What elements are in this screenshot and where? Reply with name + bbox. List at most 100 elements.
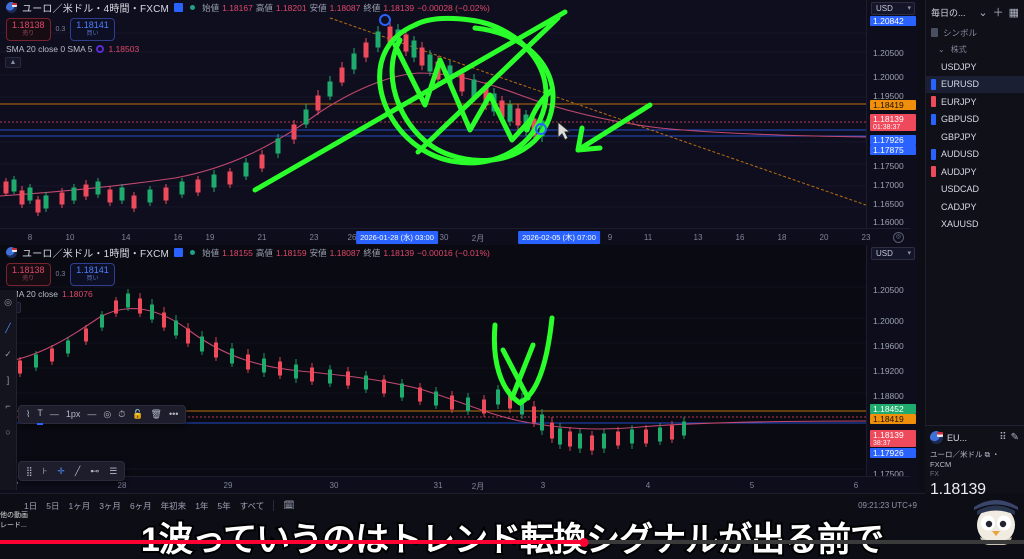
collapse-pane-button[interactable]: ▲	[5, 57, 21, 68]
range-1m[interactable]: 1ヶ月	[68, 500, 91, 511]
chevron-down-icon[interactable]: ⌄	[978, 6, 988, 19]
ruler-icon[interactable]: ⌐	[5, 401, 11, 411]
video-progress-fill	[0, 540, 584, 544]
range-5y[interactable]: 5年	[217, 500, 231, 511]
text-icon[interactable]: T	[37, 404, 43, 425]
watchlist-row-audusd[interactable]: AUDUSD	[926, 146, 1024, 164]
range-3m[interactable]: 3ヶ月	[99, 500, 121, 511]
drawing-style-toolbar[interactable]: ⌇ T — 1px — ◎ ⏱ 🔓 🗑 •••	[18, 404, 187, 425]
calendar-icon[interactable]: 🗓	[283, 500, 295, 510]
side-overlay-labels: 他の動画 レード...	[0, 510, 30, 540]
measure-icon[interactable]: ⊦	[42, 465, 48, 476]
sell-button[interactable]: 1.18138 売り	[6, 18, 51, 41]
trend-line-icon[interactable]: ╱	[5, 323, 11, 333]
column-icon	[931, 28, 938, 37]
time-tick: 14	[121, 233, 131, 242]
currency-selector[interactable]: USD ▾	[871, 247, 915, 260]
symbol-label: EURJPY	[941, 96, 977, 107]
row-flag-icon	[931, 166, 936, 178]
watchlist-row-xauusd[interactable]: XAUUSD	[926, 216, 1024, 234]
plus-icon[interactable]: ＋	[992, 7, 1004, 19]
alert-icon[interactable]: ⏱	[118, 409, 126, 419]
video-progress-knob[interactable]	[579, 538, 589, 547]
range-all[interactable]: すべて	[239, 500, 265, 511]
market-status-dot-icon	[190, 250, 196, 255]
line-style-icon[interactable]: —	[49, 409, 59, 419]
drag-handle-icon[interactable]: ⣿	[26, 465, 33, 476]
close-value: 1.18139	[383, 2, 415, 13]
watchlist-row-eurjpy[interactable]: EURJPY	[926, 93, 1024, 111]
open-label: 始値	[202, 247, 220, 258]
range-1y[interactable]: 1年	[195, 500, 209, 511]
chart-plot-4h[interactable]	[0, 0, 866, 245]
side-label-2: レード...	[0, 522, 27, 529]
watchlist-row-cadjpy[interactable]: CADJPY	[926, 198, 1024, 216]
trend-line-icon[interactable]: ╱	[74, 465, 81, 476]
watchlist-header: 毎日の... ⌄ ＋ ▦	[926, 0, 1024, 24]
price-scale-1h[interactable]: USD ▾ 1.20500 1.20000 1.19600 1.19200 1.…	[866, 245, 918, 493]
quote-detail-card: EU... ⠿ ✎ ユーロ／米ドル ⧉ ・ FXCM FX 1.18139	[925, 425, 1024, 498]
grid-icon[interactable]: ⠿	[999, 432, 1007, 443]
chart-symbol-title[interactable]: ユーロ／米ドル・1時間・FXCM	[22, 249, 170, 260]
crosshair-icon[interactable]: ✛	[57, 465, 65, 476]
buy-button[interactable]: 1.18141 買い	[70, 18, 115, 41]
drawing-tool-toolbar[interactable]: ⣿ ⊦ ✛ ╱ ⊷ ☰	[18, 461, 126, 481]
indicator-legend-1h[interactable]: SMA 20 close 1.18076	[6, 289, 93, 299]
spread-value: 0.3	[55, 26, 66, 33]
range-ytd[interactable]: 年初来	[160, 500, 187, 511]
currency-selector[interactable]: USD ▾	[871, 2, 915, 15]
group-label: 株式	[950, 45, 967, 54]
shapes-icon[interactable]: ○	[5, 427, 11, 437]
watchlist-row-eurusd[interactable]: EURUSD	[926, 75, 1024, 93]
high-label: 高値	[255, 247, 273, 258]
watchlist-title[interactable]: 毎日の...	[931, 7, 966, 18]
bottom-toolbar: 1日 5日 1ヶ月 3ヶ月 6ヶ月 年初来 1年 5年 すべて 🗓 09:21:…	[0, 493, 925, 517]
range-1d[interactable]: 1日	[24, 500, 38, 511]
dash-icon[interactable]: —	[87, 409, 97, 419]
video-progress-bar[interactable]	[0, 538, 1024, 547]
time-scale-4h[interactable]: 8 10 14 16 19 21 23 26 2026-01-28 (水) 03…	[0, 228, 910, 245]
grid-icon[interactable]: ▦	[1008, 6, 1019, 19]
range-5d[interactable]: 5日	[46, 500, 60, 511]
trash-icon[interactable]: 🗑	[150, 409, 162, 419]
time-tick: 23	[861, 233, 871, 242]
chart-indicator-badge-icon[interactable]	[174, 3, 184, 12]
settings-icon[interactable]: ◎	[103, 409, 112, 419]
indicator-legend-4h[interactable]: SMA 20 close 0 SMA 5 1.18503	[6, 44, 139, 54]
clock-label[interactable]: 09:21:23 UTC+9	[858, 501, 917, 510]
lock-icon[interactable]: 🔓	[132, 409, 144, 419]
time-scale-settings-icon[interactable]: ◎	[893, 232, 904, 243]
magnet-icon[interactable]: ⌇	[26, 409, 31, 419]
indicator-value: 1.18076	[61, 289, 93, 299]
chart-symbol-title[interactable]: ユーロ／米ドル・4時間・FXCM	[22, 4, 170, 15]
low-label: 安値	[309, 2, 327, 13]
time-scale-1h[interactable]: 27 28 29 30 31 2月 3 4 5 6	[0, 476, 910, 493]
watchlist-row-usdjpy[interactable]: USDJPY	[926, 58, 1024, 76]
more-icon[interactable]: •••	[168, 409, 179, 419]
watchlist-row-gbpusd[interactable]: GBPUSD	[926, 111, 1024, 129]
time-tick: 6	[853, 481, 859, 490]
watchlist-row-audjpy[interactable]: AUDJPY	[926, 163, 1024, 181]
watchlist-row-usdcad[interactable]: USDCAD	[926, 181, 1024, 199]
price-scale-4h[interactable]: USD ▾ 1.20500 1.20000 1.19500 1.19000 1.…	[866, 0, 918, 246]
pencil-icon[interactable]: ✎	[1010, 432, 1019, 443]
chart-indicator-badge-icon[interactable]	[174, 248, 184, 257]
watchlist-group[interactable]: ⌄ 株式	[926, 41, 1024, 58]
chart-plot-1h[interactable]	[0, 245, 866, 493]
line-width-value[interactable]: 1px	[65, 409, 81, 419]
current-price: 1.18139	[873, 114, 904, 124]
quote-full-name[interactable]: ユーロ／米ドル ⧉ ・ FXCM	[930, 450, 1000, 469]
drawing-tools-sidebar[interactable]: ◎ ╱ ✓ ] ⌐ ○	[0, 290, 17, 490]
brackets-icon[interactable]: ]	[6, 375, 10, 385]
crosshair-icon[interactable]: ◎	[4, 297, 12, 307]
fib-icon[interactable]: ✓	[4, 349, 12, 359]
time-tick: 21	[257, 233, 267, 242]
range-6m[interactable]: 6ヶ月	[129, 500, 152, 511]
watchlist-row-gbpjpy[interactable]: GBPJPY	[926, 128, 1024, 146]
list-icon[interactable]: ☰	[109, 465, 118, 476]
sell-button[interactable]: 1.18138 売り	[6, 263, 51, 286]
buy-button[interactable]: 1.18141 買い	[70, 263, 115, 286]
ray-icon[interactable]: ⊷	[90, 465, 100, 476]
time-tick: 8	[27, 233, 33, 242]
subtitle-text: 1波っていうのはトレンド転換シグナルが出る前で	[139, 519, 886, 559]
